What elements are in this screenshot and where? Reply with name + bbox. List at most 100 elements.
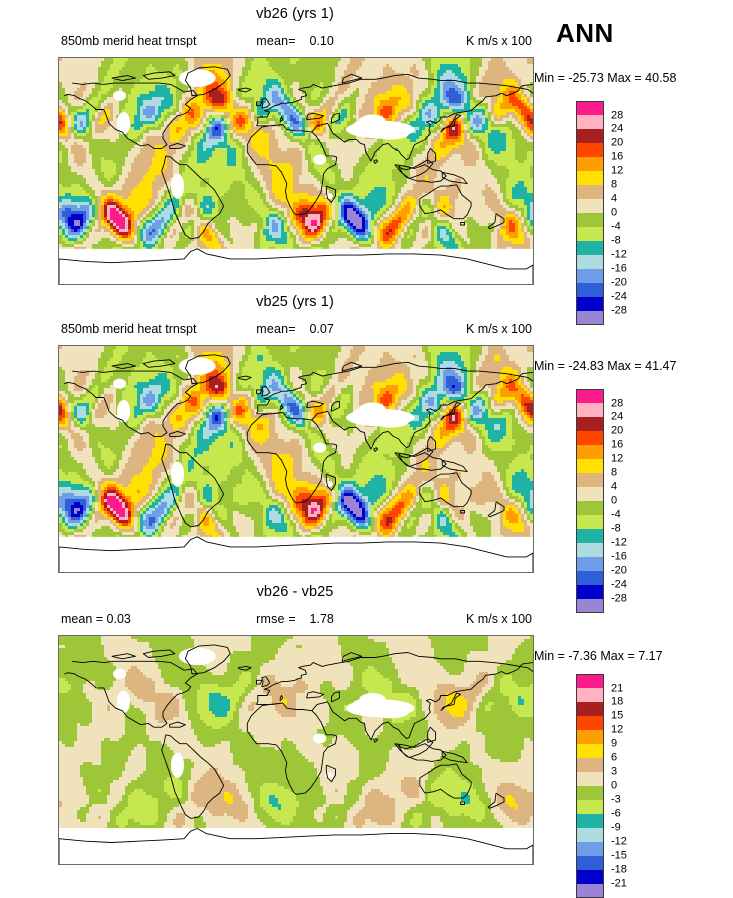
- missing-data-patch: [352, 408, 372, 419]
- colorbar-band: 18: [576, 688, 623, 707]
- missing-data-patch: [170, 461, 185, 487]
- colorbar-tick-label: 12: [611, 164, 624, 177]
- missing-data-patch: [372, 705, 410, 719]
- colorbar-tick-label: 3: [611, 765, 618, 778]
- colorbar-tick-label: 8: [611, 178, 618, 191]
- world-map-vb26[interactable]: [58, 57, 534, 285]
- coastline: [59, 644, 533, 864]
- units-label: K m/s x 100: [466, 612, 532, 626]
- colorbar-band: 20: [576, 417, 623, 436]
- panel-title: vb26 - vb25: [256, 584, 334, 600]
- colorbar-band: -4: [576, 213, 621, 232]
- minmax-readout: Min = -24.83 Max = 41.47: [534, 359, 677, 373]
- colorbar-tick-label: 20: [611, 424, 624, 437]
- panel-subheader: 850mb merid heat trnspt mean= 0.07 K m/s …: [58, 322, 532, 338]
- colorbar-tick-label: 4: [611, 480, 618, 493]
- colorbar-band: 4: [576, 473, 617, 492]
- colorbar-band: 0: [576, 199, 617, 218]
- contour-band: [59, 58, 533, 250]
- antarctic-cap: [59, 828, 533, 864]
- contour-band: [59, 64, 533, 250]
- colorbar-tick-label: -12: [611, 248, 627, 261]
- antarctic-cap: [59, 248, 533, 284]
- statistic-label: rmse =: [256, 612, 296, 626]
- statistic-value: 0.10: [309, 34, 334, 48]
- contour-band: [59, 636, 533, 828]
- mean-label: mean = 0.03: [61, 612, 131, 626]
- statistic-label: mean=: [256, 322, 296, 336]
- contour-band: [59, 666, 533, 828]
- colorbar-tick-label: 21: [611, 682, 624, 695]
- colorbar[interactable]: 28 24 20 16 12 8 4 0 -4 -8 -12 -16 -20 -24 -28: [576, 101, 627, 325]
- world-map-difference[interactable]: [58, 635, 534, 865]
- colorbar-tick-label: 16: [611, 438, 624, 451]
- units-label: K m/s x 100: [466, 34, 532, 48]
- colorbar-band: 0: [576, 772, 617, 791]
- colorbar-band: 8: [576, 459, 617, 478]
- colorbar-band: 4: [576, 185, 617, 204]
- colorbar-band: -12: [576, 828, 627, 847]
- colorbar-tick-label: 9: [611, 737, 618, 750]
- statistic-value: 1.78: [309, 612, 334, 626]
- panel-difference: vb26 - vb25 mean = 0.03 rmse = 1.78 K m/s…: [0, 578, 733, 898]
- colorbar-tick-label: 12: [611, 452, 624, 465]
- colorbar-band: 21: [576, 674, 623, 694]
- colorbar-tick-label: 6: [611, 751, 618, 764]
- contour-band: [59, 346, 533, 538]
- colorbar-tick-label: 15: [611, 709, 624, 722]
- colorbar-tick-label: 28: [611, 109, 624, 122]
- missing-data-patch: [112, 668, 127, 680]
- colorbar-band: 24: [576, 403, 623, 422]
- contour-band: [59, 346, 533, 538]
- colorbar-tick-label: -21: [611, 877, 627, 890]
- colorbar-band: 28: [576, 389, 623, 409]
- missing-data-patch: [178, 69, 216, 87]
- colorbar[interactable]: 28 24 20 16 12 8 4 0 -4 -8 -12 -16 -20 -24 -28: [576, 389, 627, 613]
- coastline: [59, 354, 533, 572]
- colorbar-band: -12: [576, 529, 627, 548]
- colorbar-band: 15: [576, 702, 623, 721]
- colorbar-band: -18: [576, 856, 627, 875]
- contour-band: [59, 346, 533, 538]
- contour-band: [59, 64, 533, 250]
- colorbar-tick-label: 12: [611, 723, 624, 736]
- missing-data-patch: [372, 415, 410, 428]
- panel-title: vb25 (yrs 1): [256, 294, 334, 310]
- colorbar-band: -3: [576, 786, 621, 805]
- colorbar-tick-label: -28: [611, 592, 627, 605]
- statistic-readout: rmse = 1.78: [58, 612, 532, 626]
- colorbar-band: -8: [576, 227, 621, 246]
- missing-data-patch: [116, 399, 131, 423]
- colorbar-band: [576, 599, 604, 613]
- colorbar-band: [576, 884, 604, 898]
- colorbar-tick-label: -6: [611, 807, 621, 820]
- statistic-label: mean=: [256, 34, 296, 48]
- colorbar-tick-label: 4: [611, 192, 618, 205]
- colorbar-band: -16: [576, 543, 627, 562]
- colorbar-tick-label: -28: [611, 304, 627, 317]
- colorbar-band: -28: [576, 297, 627, 316]
- panel-title: vb26 (yrs 1): [256, 6, 334, 22]
- colorbar-tick-label: -12: [611, 835, 627, 848]
- colorbar[interactable]: 21 18 15 12 9 6 3 0 -3 -6 -9 -12 -15 -18 -21: [576, 674, 627, 898]
- colorbar-tick-label: -4: [611, 508, 621, 521]
- colorbar-band: 12: [576, 157, 623, 176]
- colorbar-tick-label: -4: [611, 220, 621, 233]
- colorbar-band: -16: [576, 255, 627, 274]
- colorbar-tick-label: -15: [611, 849, 627, 862]
- colorbar-band: 3: [576, 758, 617, 777]
- colorbar-tick-label: 18: [611, 695, 624, 708]
- missing-data-patch: [170, 173, 185, 199]
- panel-subheader: 850mb merid heat trnspt mean= 0.10 K m/s …: [58, 34, 532, 50]
- colorbar-band: -20: [576, 269, 627, 288]
- colorbar-tick-label: -18: [611, 863, 627, 876]
- world-map-vb25[interactable]: [58, 345, 534, 573]
- colorbar-tick-label: 16: [611, 150, 624, 163]
- variable-label: 850mb merid heat trnspt: [61, 322, 197, 336]
- colorbar-band: 12: [576, 716, 623, 735]
- missing-data-patch: [352, 120, 372, 131]
- colorbar-band: 24: [576, 115, 623, 134]
- contour-band: [59, 352, 533, 538]
- missing-data-patch: [372, 127, 410, 140]
- map-canvas: [59, 58, 533, 284]
